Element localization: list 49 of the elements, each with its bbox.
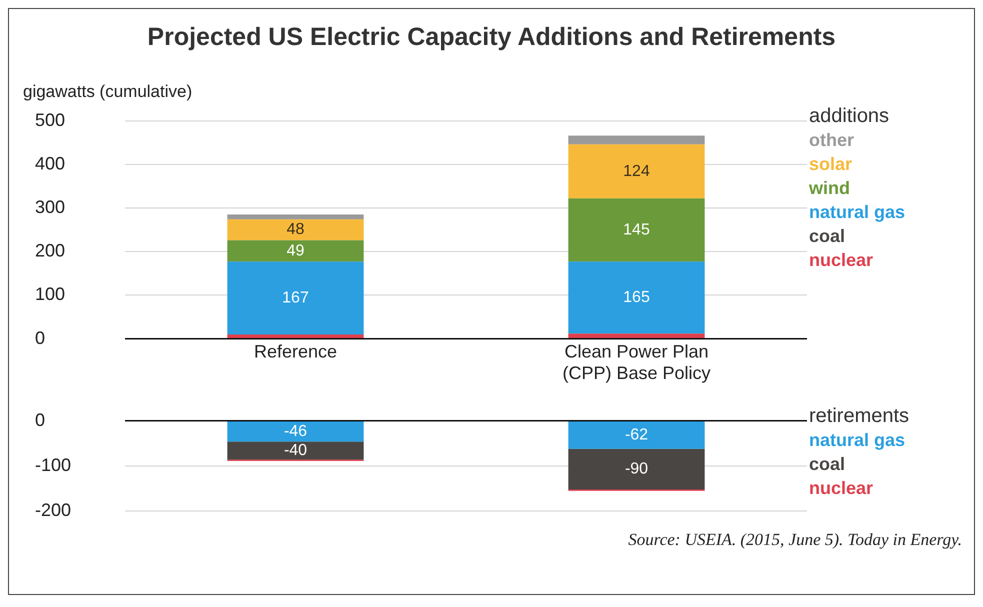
legend-label: coal [809, 225, 846, 248]
bar [568, 334, 705, 338]
legend-title: retirements [809, 404, 910, 428]
bar [568, 262, 705, 334]
y-tick-label: -200 [35, 500, 72, 520]
bar [227, 219, 364, 240]
data-label: -62 [624, 426, 648, 444]
chart-title: Projected US Electric Capacity Additions and Retirements [146, 23, 837, 52]
bar [568, 136, 705, 144]
data-label: 48 [286, 221, 304, 238]
y-tick-label: 500 [35, 110, 66, 130]
bar [227, 422, 364, 442]
bar [227, 442, 364, 460]
y-tick-label: 400 [35, 153, 66, 174]
bar [227, 334, 364, 338]
text: other [809, 129, 855, 152]
data-label: 165 [623, 289, 650, 306]
y-tick-label: 200 [35, 240, 66, 261]
x-tick-label: Reference [254, 342, 338, 362]
text: solar [809, 153, 854, 176]
text: coal [809, 453, 846, 476]
legend-title: additions [809, 104, 890, 128]
y-tick-label: 100 [35, 284, 66, 304]
data-label: 167 [282, 289, 309, 306]
data-label: 49 [286, 242, 304, 260]
bar [568, 422, 705, 449]
text: wind [809, 177, 851, 200]
y-tick-label: -100 [35, 454, 72, 475]
source-note: Source: USEIA. (2015, June 5). Today in Energy. [627, 530, 962, 550]
bar [568, 144, 705, 198]
bar [227, 214, 364, 220]
text: nuclear [809, 477, 874, 500]
data-label: 124 [623, 162, 650, 180]
bar [568, 448, 705, 490]
bar [227, 240, 364, 262]
text: nuclear [809, 249, 874, 272]
text: natural gas [809, 429, 906, 452]
y-tick-label: 0 [35, 410, 46, 430]
data-label: -46 [284, 422, 308, 440]
x-tick-label: Clean Power Plan (CPP) Base Policy [562, 342, 711, 384]
data-label: -90 [624, 460, 648, 478]
data-label: 145 [623, 221, 650, 238]
data-label: -40 [284, 442, 308, 460]
text: natural gas [809, 201, 906, 224]
y-tick-label: 300 [35, 196, 66, 217]
bar [227, 262, 364, 334]
y-tick-label: 0 [35, 328, 46, 348]
y-axis-title: gigawatts (cumulative) [23, 82, 194, 102]
bar [568, 198, 705, 262]
